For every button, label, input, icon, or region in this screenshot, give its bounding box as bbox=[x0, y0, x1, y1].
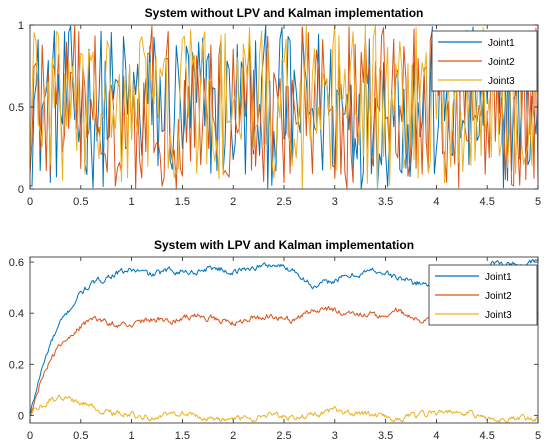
series-line-joint1 bbox=[30, 25, 538, 189]
x-tick-label: 2 bbox=[230, 430, 236, 442]
legend: Joint1 Joint2 Joint3 bbox=[431, 30, 538, 92]
legend-label-joint1: Joint1 bbox=[485, 272, 512, 283]
x-tick-label: 0.5 bbox=[73, 196, 88, 208]
series-line-joint3 bbox=[30, 25, 538, 189]
series-line-joint2 bbox=[30, 25, 538, 189]
x-tick-label: 0 bbox=[27, 430, 33, 442]
x-tick-label: 0 bbox=[27, 196, 33, 208]
x-tick-label: 3.5 bbox=[378, 196, 393, 208]
legend-label-joint3: Joint3 bbox=[485, 310, 512, 321]
x-tick-label: 5 bbox=[535, 430, 541, 442]
x-tick-label: 2 bbox=[230, 196, 236, 208]
y-tick-label: 1 bbox=[18, 20, 24, 32]
chart-title: System with LPV and Kalman implementatio… bbox=[154, 238, 414, 252]
x-tick-label: 1.5 bbox=[175, 430, 190, 442]
legend-label-joint2: Joint2 bbox=[485, 291, 512, 302]
y-tick-label: 0.2 bbox=[9, 359, 24, 371]
legend-box bbox=[431, 30, 538, 92]
y-tick-label: 0.5 bbox=[9, 102, 24, 114]
legend-label-joint2: Joint2 bbox=[488, 57, 515, 68]
legend-label-joint1: Joint1 bbox=[488, 38, 515, 49]
x-tick-label: 2.5 bbox=[276, 430, 291, 442]
chart-title: System without LPV and Kalman implementa… bbox=[145, 6, 424, 20]
x-tick-label: 1 bbox=[129, 430, 135, 442]
y-tick-label: 0 bbox=[18, 184, 24, 196]
x-tick-label: 1 bbox=[129, 196, 135, 208]
y-tick-label: 0.6 bbox=[9, 257, 24, 269]
chart-panel-2: 0 0.5 1 1.5 2 2.5 3 3.5 4 4.5 5 0 0.2 0.4 0.6 System wi… bbox=[9, 238, 541, 442]
x-tick-label: 4 bbox=[433, 430, 439, 442]
legend: Joint1 Joint2 Joint3 bbox=[428, 264, 538, 326]
series-line-joint3 bbox=[30, 394, 538, 423]
x-tick-label: 5 bbox=[535, 196, 541, 208]
x-tick-label: 1.5 bbox=[175, 196, 190, 208]
x-tick-label: 4.5 bbox=[480, 430, 495, 442]
x-tick-label: 4.5 bbox=[480, 196, 495, 208]
legend-label-joint3: Joint3 bbox=[488, 76, 515, 87]
x-tick-label: 0.5 bbox=[73, 430, 88, 442]
x-tick-label: 3.5 bbox=[378, 430, 393, 442]
x-tick-label: 3 bbox=[332, 196, 338, 208]
series-lines bbox=[30, 25, 538, 189]
x-tick-label: 2.5 bbox=[276, 196, 291, 208]
y-tick-label: 0.4 bbox=[9, 308, 24, 320]
x-tick-label: 3 bbox=[332, 430, 338, 442]
x-tick-label: 4 bbox=[433, 196, 439, 208]
y-tick-label: 0 bbox=[18, 410, 24, 422]
chart-panel-1: 0 0.5 1 1.5 2 2.5 3 3.5 4 4.5 5 0 0.5 1 System without… bbox=[9, 6, 541, 208]
